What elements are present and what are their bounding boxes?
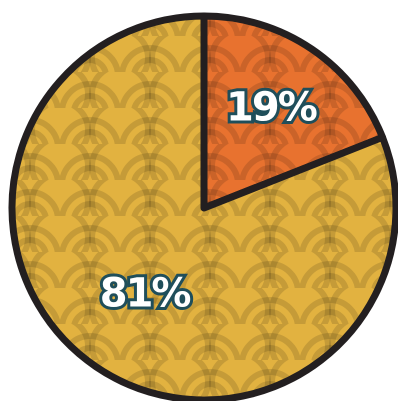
slice-texture xyxy=(200,12,387,212)
pie xyxy=(8,12,398,401)
data-label: 81% xyxy=(100,270,191,316)
data-label: 19% xyxy=(226,85,317,131)
slice-texture xyxy=(8,12,398,401)
labels: 19% 81% xyxy=(97,82,322,320)
